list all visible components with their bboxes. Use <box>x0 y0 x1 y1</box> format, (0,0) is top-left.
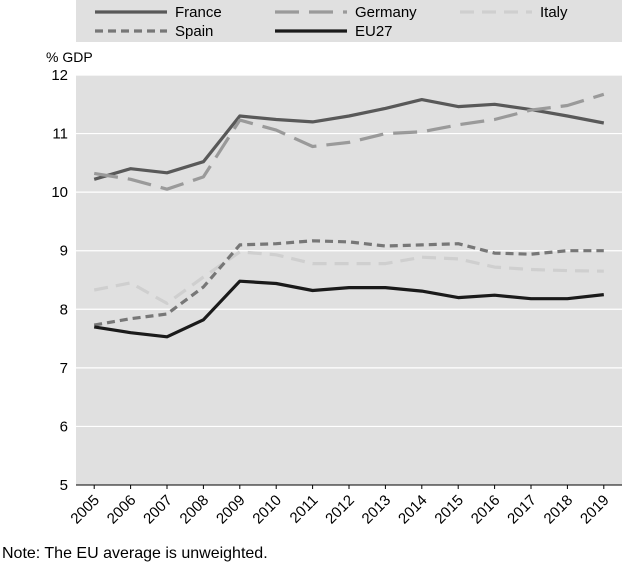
plot-area <box>76 75 622 485</box>
legend-label-germany: Germany <box>355 4 417 21</box>
legend: France Germany Italy Spain EU27 <box>95 4 568 40</box>
x-tick-label: 2016 <box>468 492 504 528</box>
series-line-eu27 <box>93 279 604 339</box>
x-tick-label: 2007 <box>140 492 176 528</box>
x-tick-label: 2013 <box>359 492 395 528</box>
x-tick-label: 2005 <box>67 492 103 528</box>
legend-background <box>76 0 622 42</box>
x-tick-label: 2018 <box>541 492 577 528</box>
x-tick-label: 2019 <box>577 492 613 528</box>
series-lines <box>93 92 605 339</box>
line-chart: France Germany Italy Spain EU27 % GDP 5 6 7 8 9 1… <box>46 0 622 528</box>
legend-label-france: France <box>175 4 222 21</box>
series-line-italy <box>93 250 604 305</box>
y-tick-label: 7 <box>60 360 68 377</box>
y-tick-label: 12 <box>51 67 68 84</box>
y-tick-label: 8 <box>60 301 68 318</box>
y-axis-ticks: 5 6 7 8 9 10 11 12 <box>51 67 68 494</box>
legend-label-spain: Spain <box>175 23 213 40</box>
legend-label-italy: Italy <box>540 4 568 21</box>
series-line-france <box>93 97 605 181</box>
x-tick-label: 2014 <box>395 492 431 528</box>
legend-label-eu27: EU27 <box>355 23 393 40</box>
gridlines <box>76 74 622 428</box>
x-tick-label: 2017 <box>504 492 540 528</box>
y-tick-label: 6 <box>60 418 68 435</box>
y-tick-label: 10 <box>51 184 68 201</box>
x-tick-label: 2010 <box>249 492 285 528</box>
y-tick-label: 5 <box>60 477 68 494</box>
x-axis-ticks: 2005 2006 2007 2008 2009 2010 2011 2012 2013 2014… <box>67 485 613 528</box>
series-line-spain <box>93 239 604 327</box>
x-tick-label: 2015 <box>431 492 467 528</box>
x-tick-label: 2006 <box>104 492 140 528</box>
x-tick-label: 2012 <box>322 492 358 528</box>
x-tick-label: 2011 <box>287 492 322 527</box>
x-tick-label: 2009 <box>213 492 249 528</box>
y-tick-label: 11 <box>52 126 68 143</box>
x-tick-label: 2008 <box>177 492 213 528</box>
y-tick-label: 9 <box>60 243 68 260</box>
chart-note: Note: The EU average is unweighted. <box>2 545 268 562</box>
y-axis-unit-label: % GDP <box>46 49 93 65</box>
series-line-germany <box>93 92 605 191</box>
